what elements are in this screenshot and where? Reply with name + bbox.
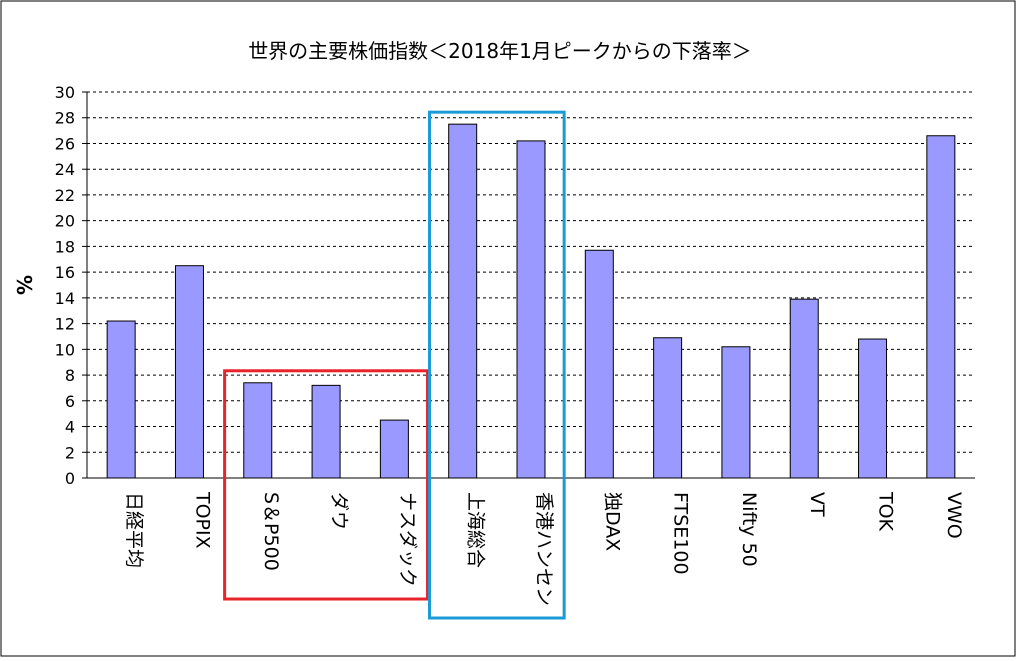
y-tick-label: 22 [55,186,75,205]
axes [82,91,975,479]
x-tick-label: VT [806,492,828,517]
bar [106,320,136,479]
bar [379,419,409,479]
bar [789,298,819,479]
chart-title: 世界の主要株価指数＜2018年1月ピークからの下落率＞ [248,39,752,63]
y-tick-label: 26 [55,134,75,153]
y-axis-label: % [13,275,37,295]
y-tick-label: 14 [55,289,75,308]
y-tick-label: 12 [55,315,75,334]
bar [721,346,751,479]
bar [516,140,546,479]
highlight-boxes [223,110,566,620]
x-tick-label: FTSE100 [670,492,692,575]
bar [858,338,888,479]
x-tick-label: TOPIX [191,491,213,549]
bar [311,384,341,479]
x-tick-label: VWO [943,492,965,539]
bar [243,382,273,479]
x-tick-label: Nifty 50 [738,492,760,567]
x-tick-label: S＆P500 [260,492,282,571]
y-tick-label: 28 [55,109,75,128]
y-tick-label: 4 [65,418,75,437]
highlight-box [428,110,566,620]
bar [653,337,683,479]
bar [174,265,204,479]
y-tick-label: 2 [65,443,75,462]
y-tick-label: 20 [55,212,75,231]
y-tick-label: 8 [65,366,75,385]
y-tick-label: 30 [55,83,75,102]
y-tick-label: 16 [55,263,75,282]
x-tick-label: TOK [875,491,897,532]
x-tick-label: ナスダック [396,492,418,587]
y-tick-label: 0 [65,469,75,488]
x-tick-labels: 日経平均 TOPIX S＆P500 ダウ ナスダック 上海総合 香港ハンセン 独DAX FTSE… [123,491,965,606]
highlight-box [223,369,430,601]
x-tick-label: 香港ハンセン [533,492,555,606]
bar [584,249,614,479]
x-tick-label: 日経平均 [123,492,145,568]
y-tick-label: 10 [55,340,75,359]
y-tick-label: 24 [55,160,75,179]
x-tick-label: ダウ [328,492,350,530]
x-tick-label: 上海総合 [465,492,487,568]
y-tick-label: 6 [65,392,75,411]
x-tick-label: 独DAX [601,492,623,551]
y-tick-label: 18 [55,237,75,256]
bar [926,135,956,479]
bar [448,123,478,479]
